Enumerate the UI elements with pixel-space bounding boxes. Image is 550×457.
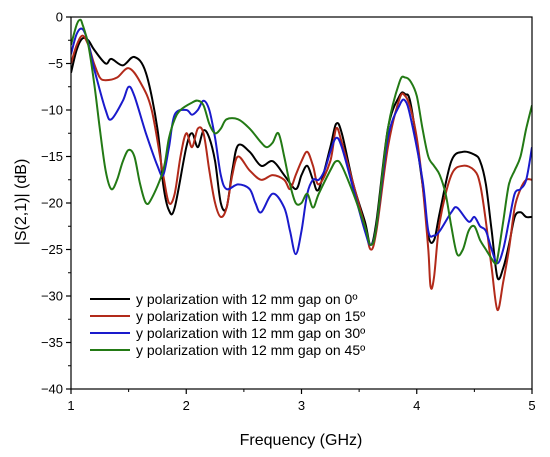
y-tick-label: −35: [41, 335, 63, 350]
y-tick-label: −10: [41, 103, 63, 118]
series-line-3: [71, 27, 532, 265]
series-line-4: [71, 18, 532, 265]
x-tick-label: 5: [528, 398, 535, 413]
x-tick-label: 2: [183, 398, 190, 413]
legend: y polarization with 12 mm gap on 0ºy pol…: [90, 291, 365, 358]
y-axis-title: |S(2,1)| (dB): [13, 159, 30, 246]
y-tick-label: 0: [56, 10, 63, 25]
legend-label-2: y polarization with 12 mm gap on 15º: [136, 308, 365, 324]
x-tick-label: 3: [298, 398, 305, 413]
legend-label-1: y polarization with 12 mm gap on 0º: [136, 291, 357, 307]
y-ticks: 0 −5 −10 −15 −20 −25 −30 −35 −40: [41, 10, 71, 397]
series-line-1: [71, 36, 532, 281]
y-tick-label: −30: [41, 289, 63, 304]
x-tick-label: 1: [67, 398, 74, 413]
y-tick-label: −20: [41, 196, 63, 211]
plot-marks: [71, 18, 532, 311]
x-ticks: 1 2 3 4 5: [67, 389, 536, 413]
legend-label-4: y polarization with 12 mm gap on 45º: [136, 342, 365, 358]
x-axis-title: Frequency (GHz): [240, 432, 363, 449]
series-line-2: [71, 34, 532, 311]
y-tick-label: −40: [41, 382, 63, 397]
y-tick-label: −5: [48, 56, 63, 71]
x-tick-label: 4: [413, 398, 420, 413]
y-tick-label: −15: [41, 149, 63, 164]
y-tick-label: −25: [41, 242, 63, 257]
legend-label-3: y polarization with 12 mm gap on 30º: [136, 325, 365, 341]
